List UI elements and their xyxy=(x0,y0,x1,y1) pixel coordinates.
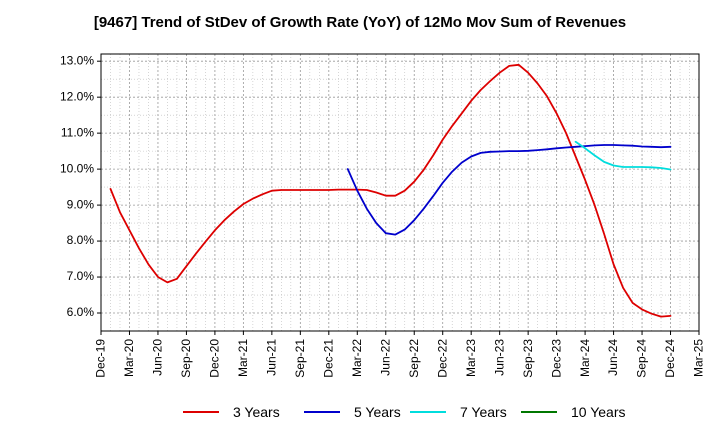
x-tick-label: Mar-23 xyxy=(464,339,478,377)
x-tick-label: Mar-25 xyxy=(692,339,706,377)
x-tick-label: Sep-22 xyxy=(407,339,421,378)
y-tick-label: 11.0% xyxy=(61,125,94,139)
series-line-5-years xyxy=(346,144,672,236)
legend-label: 5 Years xyxy=(354,404,401,420)
legend-label: 7 Years xyxy=(460,404,507,420)
y-tick-label: 7.0% xyxy=(67,269,95,283)
legend-label: 10 Years xyxy=(571,404,626,420)
y-tick-label: 13.0% xyxy=(60,53,94,67)
x-tick-label: Dec-23 xyxy=(549,339,563,378)
x-tick-label: Mar-22 xyxy=(350,339,364,377)
x-tick-label: Mar-21 xyxy=(236,339,250,377)
legend-swatch xyxy=(183,411,219,413)
series-line-7-years xyxy=(574,140,672,171)
legend-item-7-years: 7 Years xyxy=(410,404,507,420)
axes: Dec-19 Mar-20 Jun-20 Sep-20 Dec-20 Mar-21 Jun-… xyxy=(60,53,706,377)
legend-item-3-years: 3 Years xyxy=(183,404,280,420)
x-tick-label: Sep-23 xyxy=(521,339,535,378)
y-tick-label: 10.0% xyxy=(60,161,94,175)
legend-item-10-years: 10 Years xyxy=(521,404,626,420)
x-tick-label: Jun-22 xyxy=(378,339,392,376)
plot-frame xyxy=(100,53,700,332)
gridlines xyxy=(101,54,699,331)
legend: 3 Years 5 Years 7 Years 10 Years xyxy=(0,404,720,426)
legend-swatch xyxy=(410,411,446,413)
x-tick-label: Sep-21 xyxy=(293,339,307,378)
x-tick-label: Jun-23 xyxy=(492,339,506,376)
series-lines xyxy=(109,63,672,318)
x-tick-label: Dec-20 xyxy=(208,339,222,378)
legend-item-5-years: 5 Years xyxy=(304,404,401,420)
y-tick-label: 8.0% xyxy=(67,233,95,247)
legend-label: 3 Years xyxy=(233,404,280,420)
x-tick-label: Dec-22 xyxy=(435,339,449,378)
chart-title: [9467] Trend of StDev of Growth Rate (Yo… xyxy=(93,14,627,31)
legend-swatch xyxy=(304,411,340,413)
legend-swatch xyxy=(521,411,557,413)
x-tick-label: Dec-19 xyxy=(94,339,108,378)
series-line-3-years xyxy=(109,63,672,318)
x-tick-label: Jun-20 xyxy=(151,339,165,376)
y-tick-label: 6.0% xyxy=(67,305,95,319)
x-tick-label: Mar-20 xyxy=(122,339,136,377)
y-tick-label: 9.0% xyxy=(67,197,95,211)
x-tick-label: Mar-24 xyxy=(578,339,592,377)
x-tick-label: Dec-21 xyxy=(321,339,335,378)
x-tick-label: Jun-24 xyxy=(606,339,620,376)
x-tick-label: Jun-21 xyxy=(265,339,279,376)
y-tick-label: 12.0% xyxy=(60,89,94,103)
x-tick-label: Sep-24 xyxy=(635,339,649,378)
x-tick-label: Dec-24 xyxy=(663,339,677,378)
x-tick-label: Sep-20 xyxy=(179,339,193,378)
